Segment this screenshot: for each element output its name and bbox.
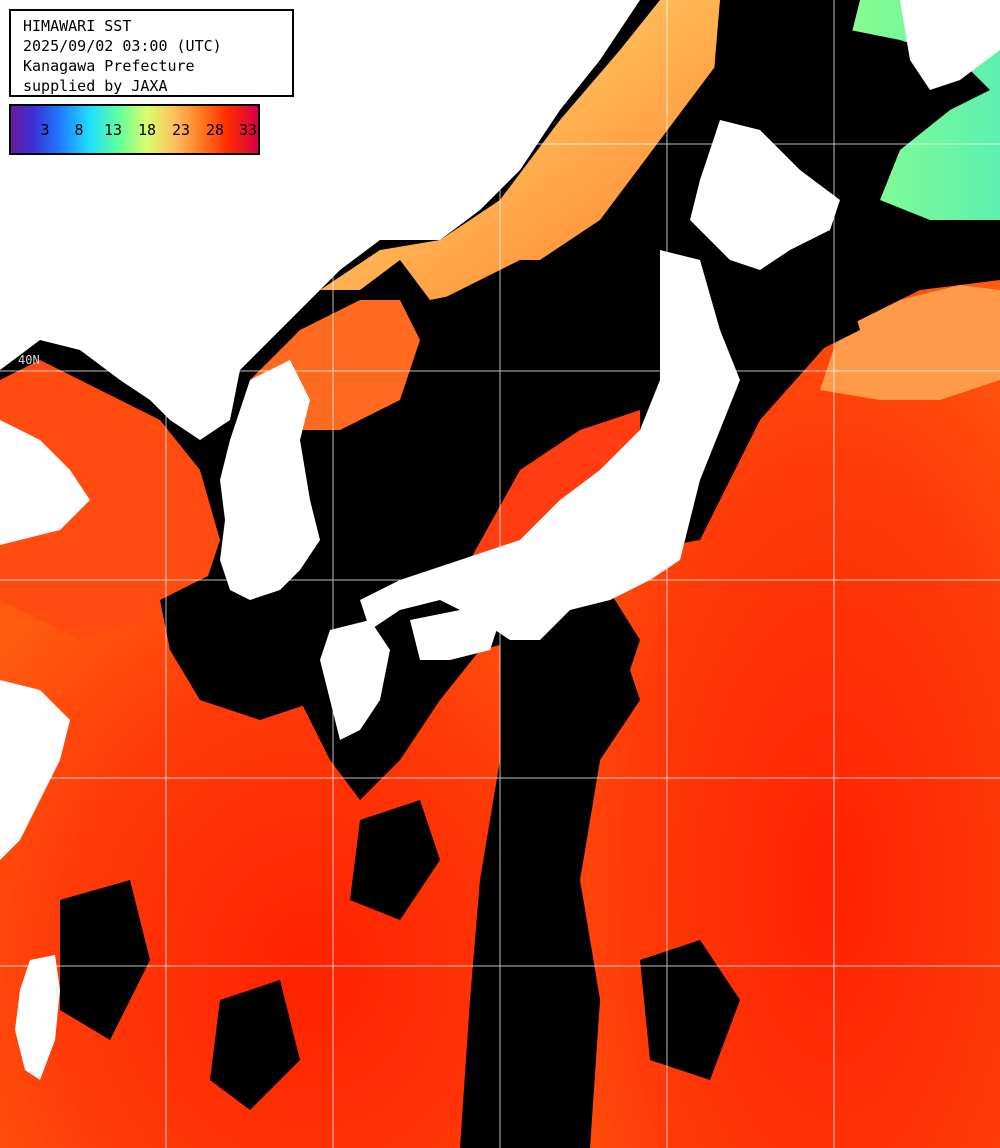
- land-shikoku: [410, 610, 500, 660]
- title-supplier-prefecture: Kanagawa Prefecture: [23, 57, 195, 75]
- land-taiwan: [15, 955, 60, 1080]
- lat-label-30n: 30N: [18, 760, 40, 774]
- legend-tick: 18: [137, 121, 157, 139]
- land-kyushu: [320, 620, 390, 740]
- land-korea: [220, 360, 320, 600]
- legend-tick: 13: [103, 121, 123, 139]
- sea-japan-sea-south: [470, 410, 640, 580]
- sea-pacific-east: [580, 280, 1000, 1148]
- sea-japan-sea-north: [320, 0, 740, 300]
- legend-tick: 28: [205, 121, 225, 139]
- title-product: HIMAWARI SST: [23, 17, 132, 35]
- land-honshu: [360, 250, 740, 640]
- title-datetime: 2025/09/02 03:00 (UTC): [23, 37, 222, 55]
- cloud-south-2: [60, 880, 150, 1040]
- sea-yellow-sea: [0, 360, 220, 640]
- cloud-band-central: [470, 620, 640, 1148]
- land-china-east: [0, 680, 70, 860]
- legend-tick: 3: [40, 121, 50, 139]
- lat-label-40n: 40N: [18, 353, 40, 367]
- legend-tick: 23: [171, 121, 191, 139]
- cloud-west: [160, 560, 360, 720]
- cloud-japan-sea: [400, 260, 660, 520]
- land-sakhalin-kamchatka: [900, 0, 1000, 90]
- sea-east-china-sea: [0, 560, 520, 1148]
- land-hokkaido: [690, 120, 840, 270]
- title-supplier: supplied by JAXA: [23, 77, 168, 95]
- land-china-coast: [0, 420, 90, 545]
- legend-tick: 33: [238, 121, 258, 139]
- title-box: HIMAWARI SST 2025/09/02 03:00 (UTC) Kana…: [9, 9, 294, 97]
- legend-tick: 8: [74, 121, 84, 139]
- color-scale-legend: 3 8 13 18 23 28 33: [9, 104, 260, 155]
- cloud-south-4: [210, 980, 300, 1110]
- cloud-south-1: [350, 800, 440, 920]
- cloud-south-3: [640, 940, 740, 1080]
